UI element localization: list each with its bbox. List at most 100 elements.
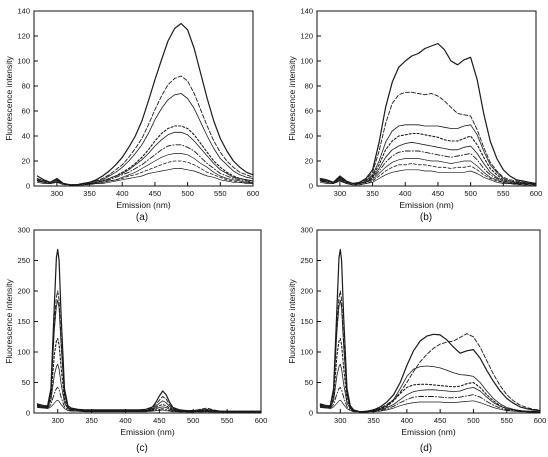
x-tick-label: 550 xyxy=(497,189,510,198)
chart-panel-2: 300 350 400 450 500 550 600 0 50 100 150 200 250 300 E… xyxy=(4,226,267,454)
y-tick-label: 100 xyxy=(17,348,30,357)
series-line xyxy=(319,42,537,185)
x-tick-label: 350 xyxy=(85,416,98,425)
y-tick-label: 0 xyxy=(26,182,30,191)
series-line xyxy=(319,386,541,413)
x-tick-label: 450 xyxy=(432,189,445,198)
y-tick-label: 150 xyxy=(17,317,30,326)
x-tick-label: 350 xyxy=(366,189,379,198)
plot-frame xyxy=(33,229,262,414)
series-line xyxy=(37,399,262,413)
y-axis-label: Fluorescence intensity xyxy=(287,278,297,363)
x-tick-label: 350 xyxy=(83,189,96,198)
series-line xyxy=(319,124,537,184)
y-tick-label: 60 xyxy=(22,107,30,116)
x-tick-label: 450 xyxy=(149,189,162,198)
x-tick-label: 300 xyxy=(334,189,347,198)
plot-frame xyxy=(316,229,541,414)
x-tick-label: 400 xyxy=(116,189,129,198)
x-tick-label: 350 xyxy=(367,416,380,425)
y-tick-label: 250 xyxy=(300,256,313,265)
x-tick-label: 550 xyxy=(221,416,234,425)
series-line xyxy=(319,399,541,413)
x-tick-label: 400 xyxy=(399,189,412,198)
y-tick-label: 80 xyxy=(305,82,313,91)
y-tick-label: 200 xyxy=(17,287,30,296)
series-line xyxy=(36,338,262,413)
y-tick-label: 0 xyxy=(26,409,30,418)
x-tick-label: 600 xyxy=(247,189,260,198)
y-tick-label: 0 xyxy=(309,182,313,191)
y-tick-label: 100 xyxy=(17,57,30,66)
series-line xyxy=(319,141,537,186)
series-line xyxy=(319,163,537,186)
x-tick-label: 300 xyxy=(51,416,64,425)
x-tick-label: 300 xyxy=(334,416,347,425)
x-tick-label: 500 xyxy=(464,189,477,198)
x-tick-label: 400 xyxy=(401,416,414,425)
x-tick-label: 550 xyxy=(214,189,227,198)
y-tick-label: 20 xyxy=(22,157,30,166)
series-line xyxy=(36,248,262,412)
series-line xyxy=(37,363,262,413)
y-tick-label: 250 xyxy=(17,256,30,265)
y-tick-label: 300 xyxy=(17,226,30,235)
y-tick-label: 140 xyxy=(17,7,30,16)
y-tick-label: 120 xyxy=(17,32,30,41)
y-tick-label: 20 xyxy=(305,157,313,166)
y-tick-label: 80 xyxy=(22,82,30,91)
y-tick-label: 150 xyxy=(300,317,313,326)
y-tick-label: 100 xyxy=(300,348,313,357)
x-tick-label: 600 xyxy=(534,416,547,425)
x-tick-label: 550 xyxy=(500,416,513,425)
plot-frame xyxy=(33,10,254,187)
chart-panel-0: 300 350 400 450 500 550 600 0 20 40 60 80 100 120 140 E… xyxy=(4,7,259,223)
series-line xyxy=(319,363,541,413)
series-line xyxy=(319,338,541,413)
y-tick-label: 100 xyxy=(300,57,313,66)
y-tick-label: 40 xyxy=(22,132,30,141)
x-tick-label: 450 xyxy=(434,416,447,425)
panel-label: (c) xyxy=(136,443,148,454)
x-tick-label: 400 xyxy=(119,416,132,425)
x-tick-label: 500 xyxy=(467,416,480,425)
y-tick-label: 140 xyxy=(300,7,313,16)
y-tick-label: 50 xyxy=(22,378,30,387)
series-line xyxy=(36,168,254,186)
x-tick-label: 500 xyxy=(187,416,200,425)
panel-label: (d) xyxy=(420,443,432,454)
y-tick-label: 60 xyxy=(305,107,313,116)
y-tick-label: 200 xyxy=(300,287,313,296)
chart-panel-3: 300 350 400 450 500 550 600 0 50 100 150 200 250 300 E… xyxy=(287,226,546,454)
x-tick-label: 450 xyxy=(153,416,166,425)
panel-label: (a) xyxy=(136,212,148,223)
series-line xyxy=(36,144,254,186)
series-line xyxy=(319,158,537,186)
y-tick-label: 50 xyxy=(305,378,313,387)
series-line xyxy=(319,132,537,185)
series-line xyxy=(319,91,537,184)
x-axis-label: Emission (nm) xyxy=(401,427,455,437)
x-tick-label: 600 xyxy=(255,416,268,425)
series-line xyxy=(36,290,262,412)
x-axis-label: Emission (nm) xyxy=(120,427,174,437)
series-line xyxy=(319,169,537,186)
x-tick-label: 500 xyxy=(181,189,194,198)
chart-panel-1: 300 350 400 450 500 550 600 0 20 40 60 80 100 120 140 E… xyxy=(287,7,542,223)
series-line xyxy=(319,290,541,413)
series-line xyxy=(36,160,254,186)
y-tick-label: 120 xyxy=(300,32,313,41)
series-line xyxy=(319,248,541,413)
y-axis-label: Fluorescence intensity xyxy=(4,278,14,363)
series-line xyxy=(319,150,537,186)
x-axis-label: Emission (nm) xyxy=(399,200,453,210)
series-line xyxy=(37,299,262,413)
panel-label: (b) xyxy=(420,212,432,223)
y-tick-label: 40 xyxy=(305,132,313,141)
y-tick-label: 0 xyxy=(309,409,313,418)
x-tick-label: 300 xyxy=(51,189,64,198)
series-line xyxy=(319,299,541,413)
series-line xyxy=(36,22,254,186)
x-axis-label: Emission (nm) xyxy=(116,200,170,210)
